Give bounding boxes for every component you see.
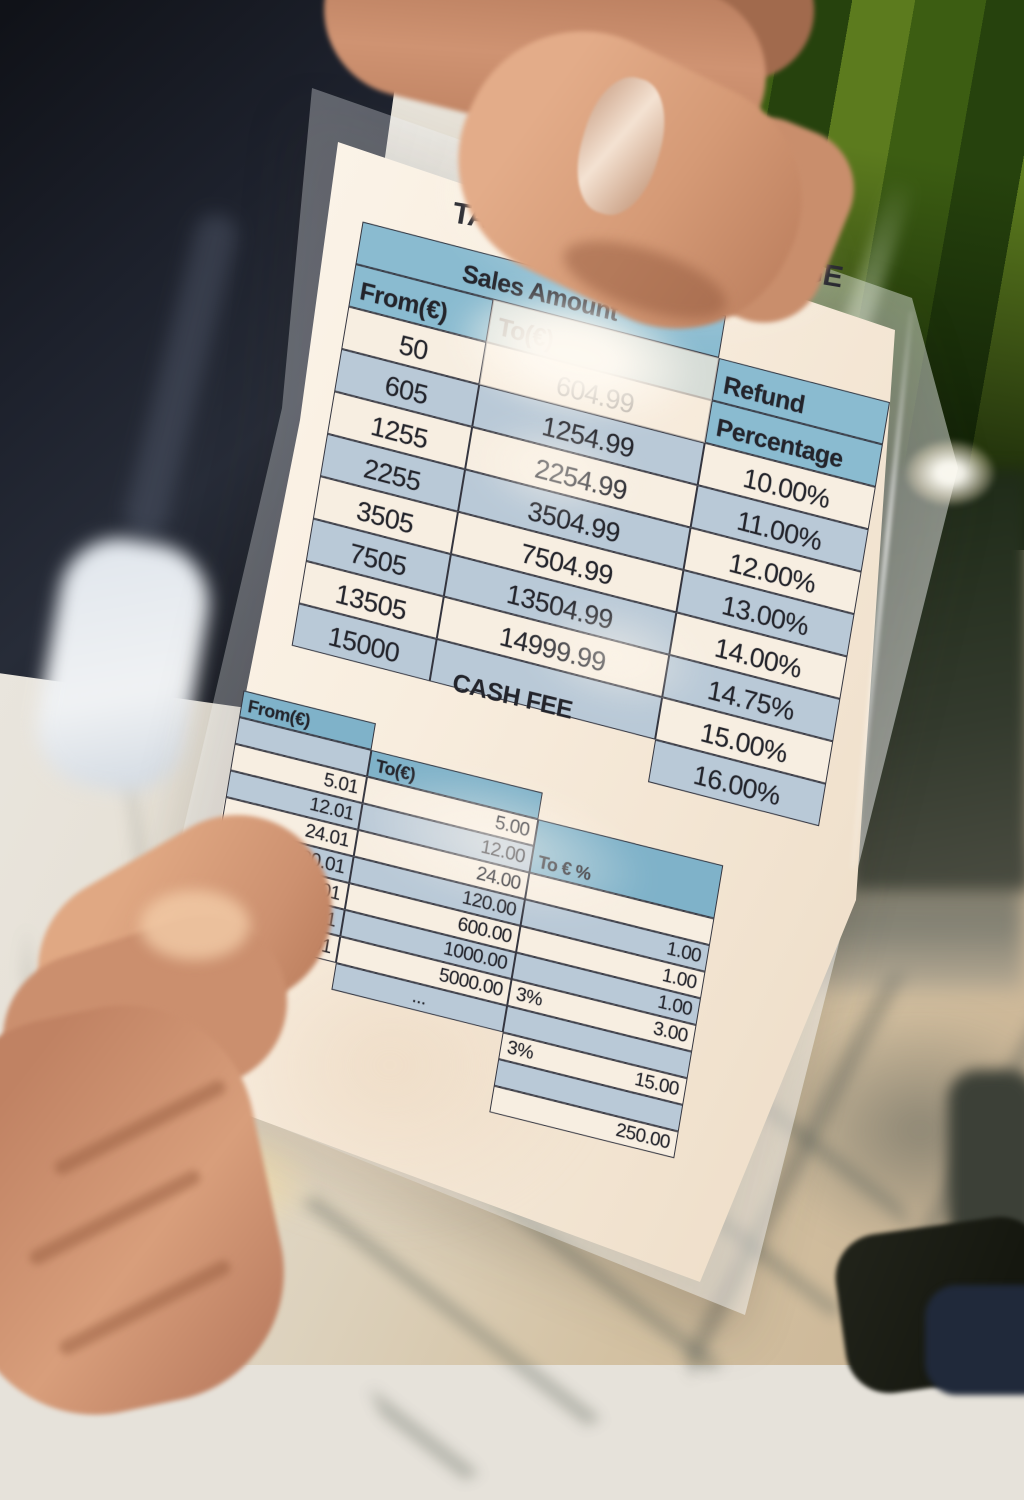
laminate-sparkle: [905, 440, 995, 506]
trouser-cuff: [925, 1285, 1024, 1395]
bottom-hand-highlight: [140, 890, 250, 960]
